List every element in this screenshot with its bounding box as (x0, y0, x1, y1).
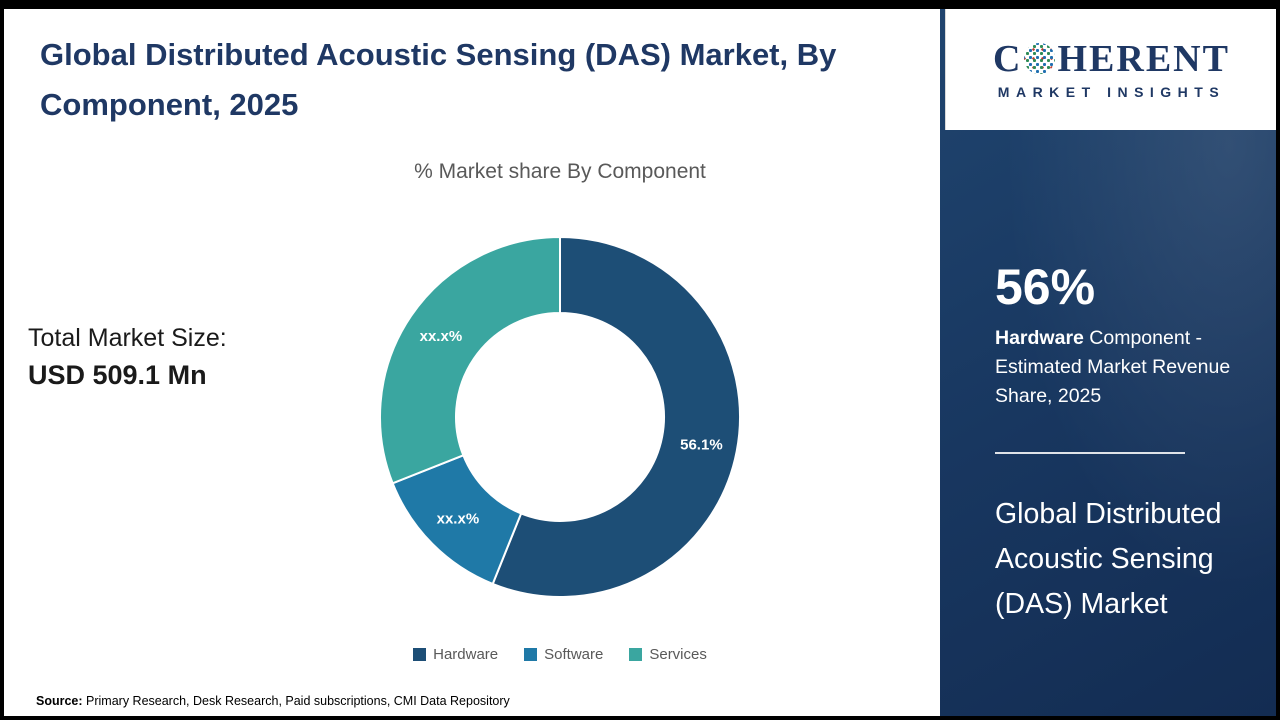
legend-label: Services (649, 646, 707, 663)
total-market-size: Total Market Size: USD 509.1 Mn (28, 324, 227, 391)
legend-item-software: Software (524, 646, 603, 663)
source-label: Source: (36, 694, 83, 708)
logo-subtitle: MARKET INSIGHTS (997, 83, 1226, 100)
source-text: Primary Research, Desk Research, Paid su… (82, 694, 510, 708)
globe-dots-icon (1024, 43, 1056, 74)
brand-logo: C HERENT MARKET INSIGHTS (945, 9, 1277, 130)
legend-item-services: Services (629, 646, 707, 663)
donut-chart-svg: 56.1% xx.x% xx.x% (379, 235, 741, 598)
chart-legend: Hardware Software Services (200, 646, 920, 663)
stat-value: 56% (995, 259, 1096, 315)
logo-text-after: HERENT (1057, 37, 1230, 80)
donut-segment-hardware (491, 235, 741, 598)
stat-description: Hardware Component - Estimated Market Re… (995, 324, 1235, 411)
source-note: Source: Primary Research, Desk Research,… (36, 694, 510, 708)
divider (995, 452, 1185, 454)
logo-wordmark: C HERENT (993, 40, 1230, 78)
stat-highlight: Hardware (995, 327, 1084, 349)
logo-text-before: C (993, 37, 1023, 80)
donut-segment-services (379, 235, 561, 485)
donut-segment-label: xx.x% (420, 328, 463, 345)
donut-segment-label: 56.1% (680, 436, 723, 453)
legend-swatch-icon (413, 648, 427, 661)
legend-label: Hardware (433, 646, 499, 663)
donut-chart: 56.1% xx.x% xx.x% (378, 235, 742, 599)
chart-title: % Market share By Component (414, 160, 706, 183)
sidebar-market-name: Global Distributed Acoustic Sensing (DAS… (995, 498, 1222, 620)
legend-swatch-icon (524, 648, 538, 661)
total-market-size-label: Total Market Size: (28, 324, 227, 352)
legend-label: Software (544, 646, 604, 663)
legend-swatch-icon (629, 648, 643, 661)
donut-segment-label: xx.x% (437, 511, 480, 528)
page-title: Global Distributed Acoustic Sensing (DAS… (40, 37, 837, 122)
sidebar: C HERENT MARKET INSIGHTS 56% Hardware Co… (940, 0, 1280, 720)
total-market-size-value: USD 509.1 Mn (28, 360, 207, 390)
stat-description-rest: Component - Estimated Market Revenue Sha… (995, 327, 1231, 407)
legend-item-hardware: Hardware (413, 646, 498, 663)
